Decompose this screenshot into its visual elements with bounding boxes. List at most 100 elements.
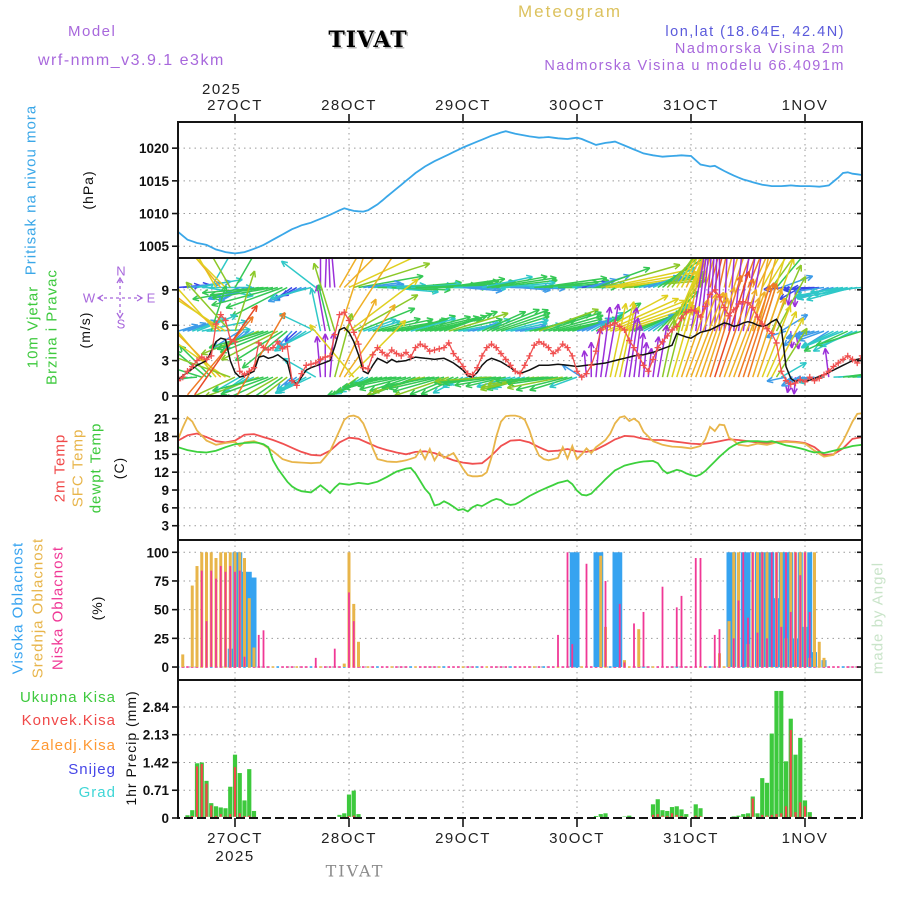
wind-arrow-head: [454, 384, 462, 388]
wind-arrow-head: [359, 384, 366, 391]
wind-arrow-head: [699, 281, 703, 288]
wind-arrow: [348, 278, 419, 332]
wind-arrow-head: [617, 303, 621, 311]
precip-bar-conv: [770, 814, 773, 818]
wind-arrow-head: [731, 194, 732, 200]
cloud-zero-dash: [390, 666, 394, 668]
wind-arrow-head: [630, 304, 636, 311]
wind-arrow: [676, 258, 696, 288]
wind-arrow-head: [279, 313, 285, 320]
cloud-zero-dash: [651, 666, 655, 668]
wind-arrow: [317, 284, 331, 332]
cloud-bar-mid: [252, 647, 256, 668]
wind-arrow-head: [495, 317, 503, 321]
wind-arrow: [328, 258, 331, 288]
wind-arrow: [178, 299, 226, 332]
wind-arrow-head: [887, 372, 893, 374]
precip-bar-total: [693, 804, 698, 818]
wind-arrow-head: [702, 246, 706, 251]
wind-arrow: [561, 364, 583, 378]
wind-arrow-head: [558, 288, 566, 292]
wind-arrow-head: [498, 276, 506, 280]
precip-bar-total: [650, 804, 656, 818]
wind-arrow-head: [609, 306, 613, 314]
wind-arrow-head: [179, 345, 183, 353]
cloud-zero-dash: [537, 666, 541, 668]
y-tick-label: 0.71: [143, 783, 170, 798]
wind-arrow-head: [888, 374, 894, 377]
wind-arrow-head: [399, 319, 406, 324]
precip-bar-total: [337, 814, 342, 818]
wind-arrow: [234, 258, 253, 288]
wind-arrow: [343, 304, 396, 378]
precip-bar-conv: [661, 815, 664, 818]
wind-arrow-head: [639, 332, 645, 339]
station-footer: TIVAT: [325, 861, 385, 881]
wind-arrow: [182, 322, 207, 332]
wind-arrow-head: [776, 287, 783, 294]
wind-arrow-head: [794, 300, 799, 308]
cloud-bar-low: [618, 603, 621, 668]
wind-arrow-head: [435, 380, 442, 385]
wind-arrow-head: [792, 188, 797, 192]
cloud-bar-low: [348, 592, 350, 668]
wind-arrow-head: [516, 389, 523, 392]
wind-arrow-head: [806, 274, 813, 277]
precip-bar-total: [237, 773, 242, 818]
wind-arrow: [507, 376, 559, 385]
wind-arrow-head: [277, 384, 283, 391]
y-tick-label: 100: [146, 545, 169, 560]
wind-arrow-head: [636, 307, 640, 315]
precip-bar-conv: [765, 815, 769, 818]
wind-arrow: [377, 318, 434, 332]
wind-arrow-head: [701, 271, 704, 278]
cloud-bar-low: [699, 558, 702, 668]
wind-arrow: [529, 376, 573, 391]
legend-freezing-rain: Zaledj.Kisa: [30, 737, 116, 754]
wind-arrow-head: [759, 291, 766, 297]
precip-bar-conv: [205, 783, 208, 818]
wind-arrow-head: [749, 228, 753, 233]
wind-arrow-head: [413, 294, 419, 301]
wind-arrow-head: [636, 302, 642, 309]
wind-arrow-head: [515, 385, 522, 391]
wind-arrow-head: [869, 372, 875, 374]
wind-arrow-head: [793, 331, 800, 337]
cloud-bar-low: [780, 626, 783, 668]
precip-bar-total: [798, 737, 803, 818]
wind-arrow-head: [741, 234, 744, 240]
compass-cross: [96, 276, 144, 320]
wind-arrow: [780, 275, 813, 289]
compass: N S W E: [83, 264, 155, 332]
wind-arrow-head: [463, 314, 471, 318]
cloud-zero-dash: [689, 666, 693, 668]
wind-arrow-head: [448, 314, 456, 317]
wind-arrow-head: [742, 167, 743, 173]
cloud-zero-dash: [309, 666, 313, 668]
wind-arrow-head: [220, 354, 226, 361]
wind-arrow-head: [448, 316, 456, 320]
wind-arrow-head: [227, 401, 231, 406]
wind-arrow-head: [309, 324, 317, 329]
wind-arrow: [348, 258, 415, 289]
precip-bar-total: [783, 761, 789, 818]
wind-arrow: [756, 297, 786, 378]
wind-arrow-head: [775, 283, 779, 290]
wind-arrow: [284, 376, 298, 387]
cloud-bar-mid: [732, 552, 736, 668]
wind-arrow-head: [455, 279, 462, 284]
wind-arrow: [666, 258, 696, 288]
cloud-bar-low: [770, 552, 773, 668]
cloud-zero-dash: [418, 666, 422, 668]
cloud-zero-dash: [266, 666, 270, 668]
wind-arrow: [742, 258, 756, 332]
temp-grid: [178, 396, 862, 540]
wind-arrow-head: [581, 350, 585, 357]
precip-bar-total: [774, 690, 779, 818]
precip-bar-conv: [803, 806, 807, 818]
cloud-bar-mid: [243, 558, 246, 668]
wind-arrow-head: [540, 274, 548, 278]
wind-arrow-head: [752, 192, 756, 197]
cloud-zero-dash: [480, 666, 484, 668]
wind-arrow: [367, 320, 401, 332]
